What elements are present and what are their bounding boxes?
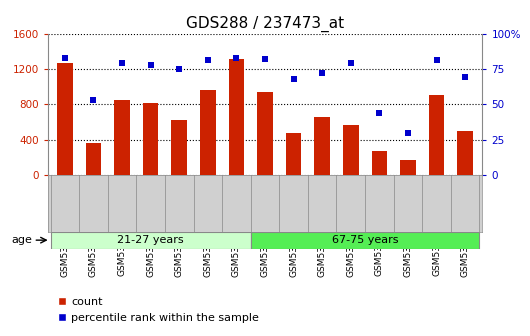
Text: 67-75 years: 67-75 years (332, 235, 399, 245)
Point (232, 55, 241, 60)
Bar (200, 90, 216, 175)
Bar (114, 100, 130, 175)
Point (89, 97, 98, 103)
Point (204, 58, 212, 63)
Legend: count, percentile rank within the sample: count, percentile rank within the sample (53, 292, 263, 327)
Text: 21-27 years: 21-27 years (117, 235, 184, 245)
Point (347, 60, 355, 66)
Point (118, 60, 126, 66)
Bar (50, 232, 251, 249)
Bar (257, 92, 273, 175)
Bar (457, 131, 473, 175)
Point (60, 55, 69, 60)
Bar (343, 125, 359, 175)
Bar (429, 95, 445, 175)
Bar (314, 117, 330, 175)
Text: age: age (11, 235, 32, 245)
Point (318, 71, 326, 76)
Point (432, 58, 441, 63)
Point (404, 130, 412, 135)
Bar (228, 59, 244, 175)
Point (175, 66, 183, 72)
Point (461, 75, 470, 80)
Point (261, 56, 269, 62)
Point (146, 62, 155, 68)
Bar (251, 232, 480, 249)
Point (375, 110, 384, 116)
Bar (372, 151, 387, 175)
Title: GDS288 / 237473_at: GDS288 / 237473_at (186, 16, 344, 32)
Point (289, 76, 298, 82)
Bar (171, 120, 187, 175)
Bar (286, 133, 302, 175)
Bar (400, 160, 416, 175)
Bar (57, 63, 73, 175)
Bar (143, 102, 158, 175)
Bar (85, 143, 101, 175)
